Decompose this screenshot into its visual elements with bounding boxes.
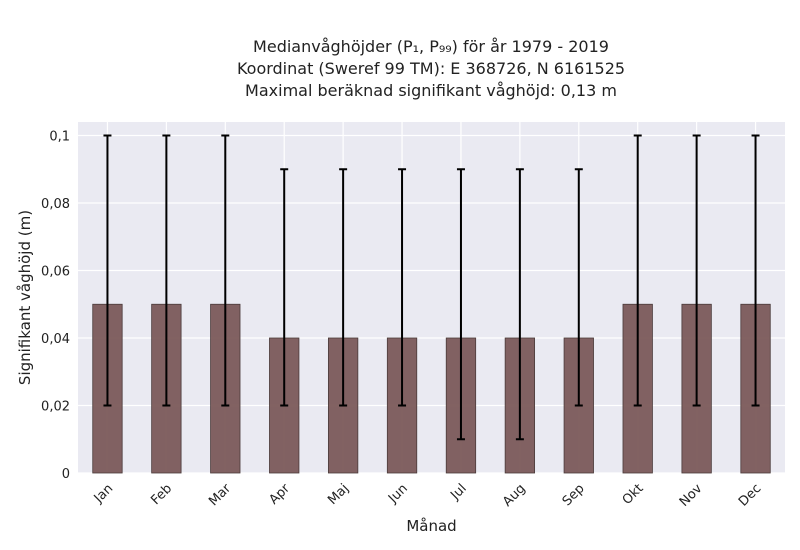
- x-tick-label: Jan: [91, 481, 116, 506]
- y-axis-ticks: 0 0,02 0,04 0,06 0,08 0,1: [41, 130, 70, 483]
- x-tick-label: Nov: [677, 481, 706, 510]
- title-line-1: Medianvåghöjder (P₁, P₉₉) för år 1979 - …: [253, 37, 609, 56]
- y-tick-label: 0,08: [41, 197, 70, 212]
- x-axis-ticks: Jan Feb Mar Apr Maj Jun Jul Aug Sep Okt Nov Dec: [91, 481, 765, 510]
- x-tick-label: Mar: [206, 481, 234, 509]
- chart-title: Medianvåghöjder (P₁, P₉₉) för år 1979 - …: [237, 37, 625, 100]
- plot-area: [78, 122, 785, 473]
- x-axis-label: Månad: [406, 517, 456, 535]
- title-line-2: Koordinat (Sweref 99 TM): E 368726, N 61…: [237, 59, 625, 78]
- y-tick-label: 0,04: [41, 332, 70, 347]
- x-tick-label: Apr: [267, 481, 294, 508]
- y-tick-label: 0,06: [41, 265, 70, 280]
- title-line-3: Maximal beräknad signifikant våghöjd: 0,…: [245, 81, 617, 100]
- y-axis-label: Signifikant våghöjd (m): [16, 210, 34, 385]
- x-tick-label: Okt: [620, 481, 647, 508]
- y-tick-label: 0,1: [49, 130, 70, 145]
- x-tick-label: Jun: [385, 481, 411, 507]
- x-tick-label: Dec: [736, 481, 764, 509]
- x-tick-label: Aug: [500, 481, 529, 510]
- x-tick-label: Feb: [148, 481, 175, 508]
- error-bars: [103, 134, 760, 441]
- y-tick-label: 0,02: [41, 400, 70, 415]
- x-tick-label: Jul: [447, 481, 469, 503]
- x-tick-label: Maj: [325, 481, 352, 508]
- x-tick-label: Sep: [560, 481, 588, 509]
- y-tick-label: 0: [62, 467, 70, 482]
